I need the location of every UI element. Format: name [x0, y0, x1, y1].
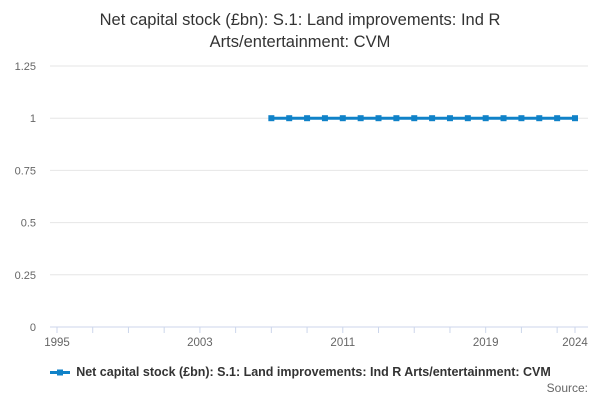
data-point[interactable] — [446, 115, 453, 122]
x-tick-label: 1995 — [44, 337, 70, 349]
y-tick-label: 1 — [30, 113, 36, 125]
data-point[interactable] — [464, 115, 471, 122]
data-point[interactable] — [482, 115, 489, 122]
data-point[interactable] — [268, 115, 275, 122]
data-point[interactable] — [339, 115, 346, 122]
y-tick-label: 0.25 — [15, 270, 36, 282]
legend-label: Net capital stock (£bn): S.1: Land impro… — [76, 365, 551, 379]
data-point[interactable] — [304, 115, 311, 122]
data-point[interactable] — [536, 115, 543, 122]
x-tick-label: 2011 — [330, 337, 355, 349]
data-point[interactable] — [411, 115, 418, 122]
y-tick-label: 0.5 — [21, 218, 36, 230]
data-point[interactable] — [429, 115, 436, 122]
data-point[interactable] — [571, 115, 578, 122]
plot-area: 0 0.25 0.5 0.75 1 1.25 1995 2003 2011 2019 2024 — [15, 61, 589, 349]
chart-title: Net capital stock (£bn): S.1: Land impro… — [0, 9, 600, 53]
data-point[interactable] — [554, 115, 561, 122]
source-label: Source: — [546, 381, 588, 395]
legend-item[interactable]: Net capital stock (£bn): S.1: Land impro… — [0, 365, 600, 379]
data-point[interactable] — [375, 115, 382, 122]
x-tick-label: 2019 — [473, 337, 499, 349]
chart-title-line-1: Net capital stock (£bn): S.1: Land impro… — [99, 11, 501, 29]
y-tick-label: 0.75 — [15, 165, 36, 177]
data-point[interactable] — [393, 115, 400, 122]
data-point[interactable] — [321, 115, 328, 122]
data-point[interactable] — [286, 115, 293, 122]
x-tick-label: 2024 — [562, 337, 588, 349]
data-point[interactable] — [518, 115, 525, 122]
chart-title-line-2: Arts/entertainment: CVM — [209, 33, 391, 51]
y-tick-label: 1.25 — [15, 61, 36, 73]
x-tick-label: 2003 — [187, 337, 213, 349]
data-point[interactable] — [500, 115, 507, 122]
line-series-icon — [49, 366, 71, 379]
data-point[interactable] — [357, 115, 364, 122]
y-tick-label: 0 — [30, 322, 36, 334]
